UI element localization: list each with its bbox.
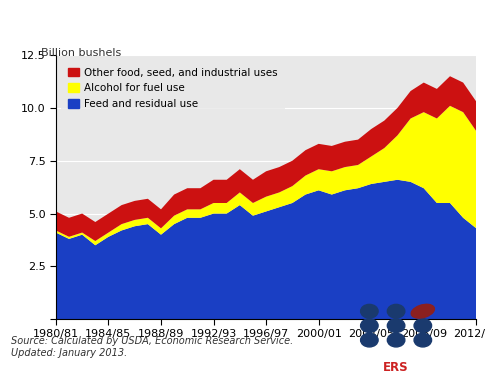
Text: ERS: ERS <box>383 361 409 374</box>
Text: Source: Calculated by USDA, Economic Research Service.
Updated: January 2013.: Source: Calculated by USDA, Economic Res… <box>11 336 293 358</box>
Text: U.S. domestic corn use: U.S. domestic corn use <box>6 13 196 28</box>
Text: Billion bushels: Billion bushels <box>41 48 121 57</box>
Legend: Other food, seed, and industrial uses, Alcohol for fuel use, Feed and residual u: Other food, seed, and industrial uses, A… <box>61 60 285 116</box>
